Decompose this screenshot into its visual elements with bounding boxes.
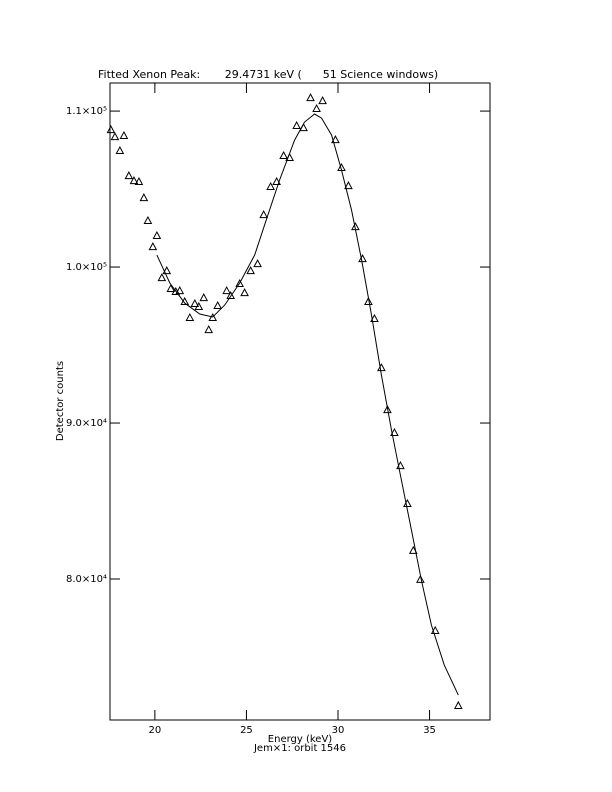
data-point (190, 298, 200, 308)
data-point (134, 176, 144, 186)
data-point (240, 288, 249, 297)
y-tick-label: 8.0×10⁴ (66, 574, 107, 585)
data-point (199, 293, 209, 302)
data-point (226, 291, 236, 300)
subtitle: Jem×1: orbit 1546 (253, 743, 346, 754)
data-point (383, 405, 392, 414)
x-axis-label: Energy (keV) (268, 734, 333, 745)
x-tick-label: 25 (240, 725, 253, 736)
data-point (222, 286, 231, 295)
data-point (344, 181, 353, 190)
data-point (148, 242, 158, 251)
data-point (124, 171, 134, 180)
data-point (166, 283, 176, 293)
x-tick-label: 20 (149, 725, 162, 736)
y-tick-label: 9.0×10⁴ (66, 418, 107, 429)
data-point (318, 96, 327, 105)
y-tick-label: 1.0×10⁵ (66, 262, 107, 273)
y-axis-label: Detector counts (55, 361, 66, 441)
data-point (194, 301, 204, 310)
data-point (106, 125, 116, 134)
fit-curve (156, 113, 459, 696)
data-point (115, 145, 125, 155)
data-point (390, 427, 399, 437)
data-point (306, 93, 315, 102)
data-point (370, 313, 379, 322)
data-point (253, 259, 262, 268)
data-point (162, 266, 172, 275)
y-tick-label: 1.1×10⁵ (66, 106, 107, 117)
data-point (416, 574, 425, 583)
x-tick-label: 35 (423, 725, 436, 736)
data-point (364, 296, 373, 305)
data-point (175, 286, 185, 295)
data-point (246, 266, 255, 275)
chart-title: Fitted Xenon Peak: 29.4731 keV ( 51 Scie… (98, 68, 438, 81)
data-point (266, 181, 275, 191)
data-point (453, 700, 463, 709)
plot-frame (109, 82, 491, 721)
data-point (272, 176, 281, 186)
data-point (213, 300, 223, 310)
data-point (204, 325, 214, 334)
data-point (110, 132, 120, 141)
data-point (143, 215, 153, 225)
data-point (139, 193, 149, 202)
data-point (157, 273, 167, 282)
data-point (312, 103, 321, 113)
data-point (152, 230, 162, 240)
data-point (259, 210, 268, 219)
data-point (292, 120, 301, 130)
data-point (279, 150, 288, 159)
data-point (331, 135, 340, 144)
data-point (208, 312, 218, 322)
data-point (235, 278, 244, 288)
data-point (185, 312, 195, 322)
x-tick-label: 30 (332, 725, 345, 736)
data-point (129, 176, 139, 185)
data-point (119, 130, 129, 140)
